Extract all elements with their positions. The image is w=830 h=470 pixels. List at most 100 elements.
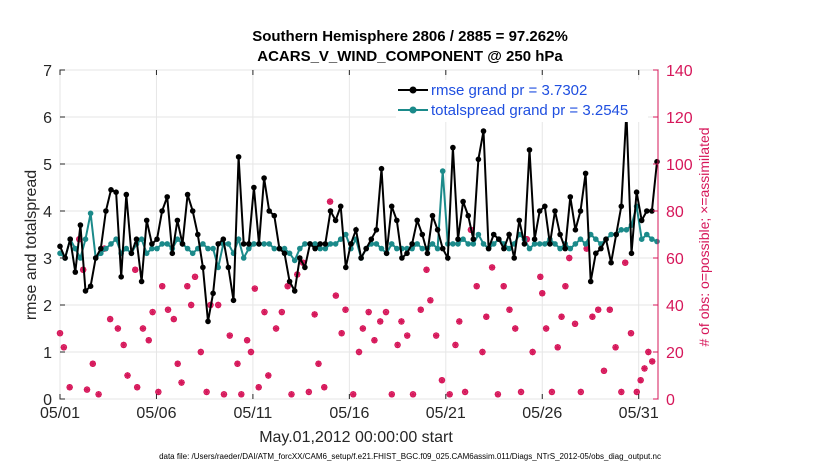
- rmse-point: [567, 194, 574, 200]
- obs-assimilated-marker: [159, 283, 166, 290]
- totalspread-point: [654, 238, 660, 245]
- totalspread-point: [378, 245, 385, 252]
- x-tick-label: 05/06: [136, 405, 176, 422]
- obs-assimilated-marker: [394, 341, 401, 349]
- rmse-point: [409, 241, 415, 247]
- rmse-point: [485, 245, 492, 252]
- totalspread-point: [542, 241, 548, 247]
- obs-assimilated-marker: [220, 391, 228, 398]
- totalspread-point: [460, 236, 466, 242]
- legend-box: [396, 80, 648, 122]
- rmse-point: [598, 245, 604, 252]
- totalspread-point: [271, 245, 278, 252]
- totalspread-point: [577, 236, 584, 242]
- rmse-point: [98, 245, 104, 252]
- obs-assimilated-marker: [226, 332, 233, 339]
- rmse-point: [358, 255, 364, 261]
- rmse-point: [189, 208, 196, 214]
- obs-assimilated-marker: [627, 330, 635, 337]
- rmse-point: [603, 236, 609, 242]
- obs-assimilated-marker: [506, 306, 513, 313]
- totalspread-point: [536, 241, 543, 247]
- rmse-point: [337, 203, 344, 210]
- legend-rmse-label: rmse grand pr = 3.7302: [431, 82, 587, 99]
- obs-assimilated-marker: [371, 337, 378, 344]
- obs-assimilated-marker: [488, 264, 496, 271]
- rmse-point: [363, 245, 370, 252]
- rmse-point: [118, 274, 124, 280]
- obs-assimilated-marker: [388, 391, 395, 398]
- totalspread-point: [557, 245, 563, 252]
- rmse-point: [582, 170, 589, 177]
- rmse-point: [149, 241, 155, 247]
- rmse-point: [67, 236, 73, 242]
- totalspread-point: [465, 241, 472, 247]
- totalspread-point: [251, 241, 257, 247]
- obs-assimilated-marker: [120, 341, 127, 349]
- totalspread-point: [638, 236, 645, 242]
- totalspread-point: [235, 236, 242, 242]
- obs-assimilated-marker: [409, 391, 417, 398]
- rmse-point: [511, 255, 517, 261]
- rmse-point: [557, 231, 563, 238]
- obs-assimilated-marker: [500, 283, 507, 290]
- rmse-point: [475, 156, 482, 163]
- totalspread-point: [266, 241, 273, 247]
- totalspread-point: [143, 250, 150, 257]
- rmse-point: [154, 236, 160, 242]
- obs-assimilated-marker: [483, 313, 490, 320]
- rmse-point: [516, 217, 523, 224]
- obs-assimilated-marker: [566, 254, 573, 262]
- rmse-point: [108, 187, 114, 193]
- rmse-line: [59, 112, 658, 322]
- obs-assimilated-marker: [305, 388, 313, 396]
- rmse-point: [628, 250, 635, 257]
- rmse-point: [302, 264, 308, 271]
- obs-markers: [56, 198, 656, 398]
- obs-assimilated-marker: [187, 301, 195, 309]
- rmse-point: [419, 231, 426, 238]
- obs-assimilated-marker: [132, 266, 139, 273]
- obs-assimilated-marker: [164, 306, 172, 313]
- rmse-point: [123, 191, 130, 198]
- rmse-point: [276, 245, 283, 252]
- x-tick-label: 05/01: [40, 405, 80, 422]
- rmse-point: [291, 288, 298, 294]
- obs-assimilated-marker: [243, 337, 251, 344]
- y-tick-label-right: 140: [666, 63, 693, 80]
- rmse-point: [572, 227, 579, 233]
- obs-assimilated-marker: [456, 318, 463, 325]
- legend-rmse-marker: [409, 86, 417, 94]
- obs-assimilated-marker: [461, 388, 469, 396]
- totalspread-point: [240, 255, 247, 261]
- obs-assimilated-marker: [618, 388, 625, 396]
- obs-assimilated-marker: [278, 308, 286, 316]
- rmse-point: [205, 318, 211, 325]
- totalspread-point: [82, 236, 89, 242]
- rmse-point: [230, 297, 237, 304]
- obs-assimilated-marker: [261, 308, 268, 316]
- obs-assimilated-marker: [539, 290, 546, 297]
- rmse-point: [434, 227, 441, 233]
- obs-assimilated-marker: [174, 360, 181, 367]
- totalspread-point: [608, 231, 614, 238]
- obs-assimilated-marker: [321, 384, 328, 391]
- legend-spread-label: totalspread grand pr = 3.2545: [431, 102, 628, 119]
- rmse-point: [542, 203, 548, 210]
- totalspread-point: [475, 231, 482, 238]
- rmse-point: [526, 147, 533, 153]
- obs-assimilated-marker: [641, 365, 648, 372]
- obs-assimilated-marker: [170, 315, 178, 323]
- obs-assimilated-marker: [234, 360, 241, 367]
- rmse-point: [271, 212, 278, 219]
- y-tick-label-right: 60: [666, 251, 684, 268]
- rmse-point: [210, 290, 216, 297]
- totalspread-point: [149, 245, 155, 252]
- rmse-point: [490, 231, 497, 238]
- totalspread-point: [373, 241, 380, 247]
- obs-assimilated-marker: [251, 285, 259, 292]
- obs-assimilated-marker: [197, 348, 205, 356]
- rmse-point: [445, 255, 451, 261]
- obs-assimilated-marker: [452, 341, 459, 349]
- totalspread-point: [205, 245, 211, 252]
